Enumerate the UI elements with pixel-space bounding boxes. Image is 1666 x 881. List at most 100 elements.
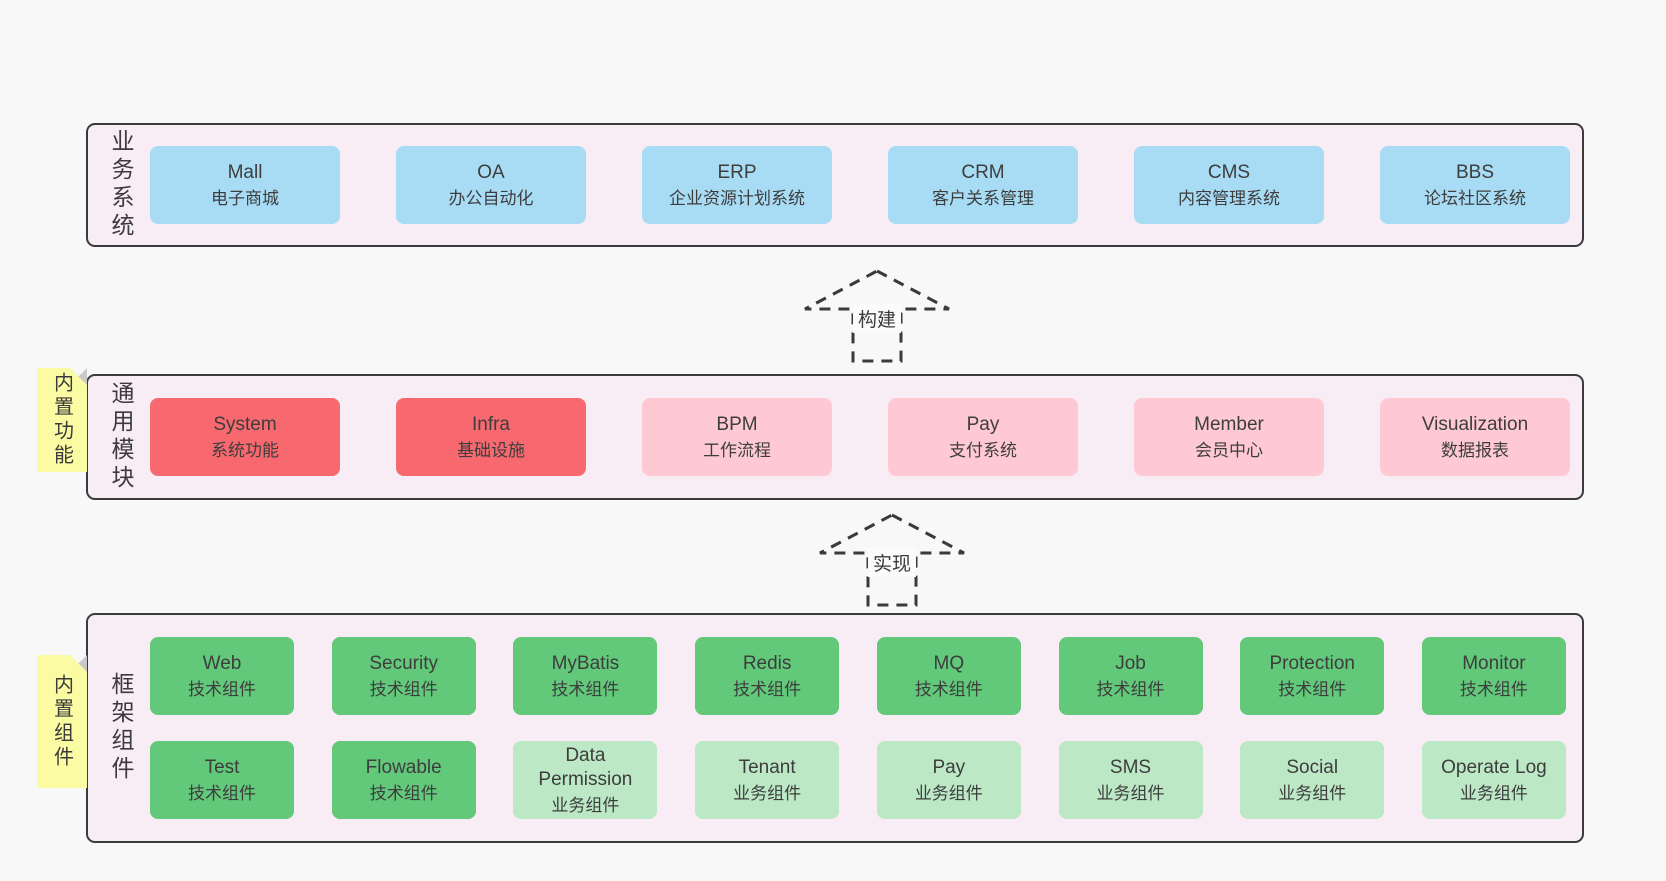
box-security: Security 技术组件 bbox=[331, 637, 476, 715]
box-job-name: Job bbox=[1115, 653, 1146, 674]
box-web: Web 技术组件 bbox=[150, 637, 294, 715]
box-social-name: Social bbox=[1286, 757, 1339, 778]
box-oa: OA 办公自动化 bbox=[396, 146, 586, 224]
box-system-name: System bbox=[213, 414, 277, 435]
box-mall-desc: 电子商城 bbox=[211, 188, 279, 208]
box-mq-desc: 技术组件 bbox=[914, 679, 983, 699]
arrow-implement-label: 实现 bbox=[867, 548, 917, 577]
box-crm-name: CRM bbox=[961, 162, 1005, 183]
box-operate-log: Operate Log 业务组件 bbox=[1421, 741, 1566, 819]
box-web-desc: 技术组件 bbox=[188, 679, 256, 699]
box-crm: CRM 客户关系管理 bbox=[888, 146, 1078, 224]
box-test-desc: 技术组件 bbox=[188, 783, 256, 803]
box-operate-log-desc: 业务组件 bbox=[1459, 783, 1528, 803]
box-sms-desc: 业务组件 bbox=[1096, 783, 1165, 803]
box-erp-desc: 企业资源计划系统 bbox=[669, 188, 805, 208]
box-tenant-desc: 业务组件 bbox=[733, 783, 802, 803]
box-bbs-desc: 论坛社区系统 bbox=[1424, 188, 1526, 208]
box-pay-business-name: Pay bbox=[932, 757, 966, 778]
box-mq: MQ 技术组件 bbox=[876, 637, 1021, 715]
box-operate-log-name: Operate Log bbox=[1441, 757, 1547, 778]
band-label-framework-components: 框架组件 bbox=[108, 672, 134, 784]
box-erp-name: ERP bbox=[717, 162, 757, 183]
box-bbs-name: BBS bbox=[1455, 162, 1495, 183]
box-oa-desc: 办公自动化 bbox=[448, 188, 534, 208]
box-monitor-name: Monitor bbox=[1462, 653, 1526, 674]
box-system-desc: 系统功能 bbox=[211, 440, 279, 460]
box-data-permission-name: Data Permission bbox=[538, 745, 633, 790]
box-protection: Protection 技术组件 bbox=[1240, 637, 1385, 715]
box-bpm: BPM 工作流程 bbox=[642, 398, 832, 476]
box-security-desc: 技术组件 bbox=[369, 679, 438, 699]
box-cms-desc: 内容管理系统 bbox=[1178, 188, 1280, 208]
box-monitor: Monitor 技术组件 bbox=[1421, 637, 1566, 715]
box-test: Test 技术组件 bbox=[150, 741, 294, 819]
box-sms-name: SMS bbox=[1109, 757, 1152, 778]
box-job: Job 技术组件 bbox=[1058, 637, 1203, 715]
arrow-implement: 实现 bbox=[817, 512, 967, 608]
band-label-business-systems: 业务系统 bbox=[108, 129, 134, 241]
box-tenant-name: Tenant bbox=[738, 757, 796, 778]
box-data-permission: Data Permission 业务组件 bbox=[513, 741, 658, 819]
arrow-build-label: 构建 bbox=[852, 304, 902, 333]
box-infra-name: Infra bbox=[471, 414, 511, 435]
box-mybatis: MyBatis 技术组件 bbox=[513, 637, 658, 715]
box-pay-name: Pay bbox=[966, 414, 1000, 435]
band-common-modules: 通用模块 System 系统功能 Infra 基础设施 BPM 工作流程 Pay… bbox=[86, 374, 1584, 500]
box-pay-business-desc: 业务组件 bbox=[914, 783, 983, 803]
framework-components-row-1: Web 技术组件 Security 技术组件 MyBatis 技术组件 Redi… bbox=[150, 637, 1566, 715]
box-mq-name: MQ bbox=[933, 653, 965, 674]
box-member: Member 会员中心 bbox=[1134, 398, 1324, 476]
box-crm-desc: 客户关系管理 bbox=[932, 188, 1034, 208]
box-protection-name: Protection bbox=[1269, 653, 1355, 674]
arrow-build: 构建 bbox=[802, 268, 952, 364]
box-bpm-desc: 工作流程 bbox=[703, 440, 771, 460]
box-bpm-name: BPM bbox=[716, 414, 758, 435]
band-framework-components: 框架组件 Web 技术组件 Security 技术组件 MyBatis 技术组件… bbox=[86, 613, 1584, 843]
box-member-desc: 会员中心 bbox=[1195, 440, 1263, 460]
common-modules-boxes: System 系统功能 Infra 基础设施 BPM 工作流程 Pay 支付系统… bbox=[150, 376, 1570, 498]
box-sms: SMS 业务组件 bbox=[1058, 741, 1203, 819]
box-cms: CMS 内容管理系统 bbox=[1134, 146, 1324, 224]
box-flowable-name: Flowable bbox=[365, 757, 442, 778]
box-bbs: BBS 论坛社区系统 bbox=[1380, 146, 1570, 224]
box-redis-name: Redis bbox=[742, 653, 792, 674]
box-visualization-name: Visualization bbox=[1421, 414, 1529, 435]
box-mybatis-name: MyBatis bbox=[551, 653, 620, 674]
sticky-built-in-features-label: 内置功能 bbox=[50, 372, 73, 468]
box-visualization-desc: 数据报表 bbox=[1441, 440, 1509, 460]
box-flowable-desc: 技术组件 bbox=[369, 783, 438, 803]
box-security-name: Security bbox=[369, 653, 439, 674]
business-systems-boxes: Mall 电子商城 OA 办公自动化 ERP 企业资源计划系统 CRM 客户关系… bbox=[150, 125, 1570, 245]
box-cms-name: CMS bbox=[1207, 162, 1251, 183]
box-job-desc: 技术组件 bbox=[1096, 679, 1165, 699]
box-tenant: Tenant 业务组件 bbox=[695, 741, 840, 819]
box-infra: Infra 基础设施 bbox=[396, 398, 586, 476]
box-redis-desc: 技术组件 bbox=[733, 679, 802, 699]
sticky-built-in-features: 内置功能 bbox=[37, 368, 87, 472]
box-social-desc: 业务组件 bbox=[1278, 783, 1347, 803]
box-system: System 系统功能 bbox=[150, 398, 340, 476]
box-mybatis-desc: 技术组件 bbox=[551, 679, 620, 699]
box-pay-desc: 支付系统 bbox=[949, 440, 1017, 460]
box-infra-desc: 基础设施 bbox=[457, 440, 525, 460]
sticky-built-in-components: 内置组件 bbox=[37, 655, 87, 788]
framework-components-rows: Web 技术组件 Security 技术组件 MyBatis 技术组件 Redi… bbox=[150, 615, 1566, 841]
framework-components-row-2: Test 技术组件 Flowable 技术组件 Data Permission … bbox=[150, 741, 1566, 819]
box-redis: Redis 技术组件 bbox=[695, 637, 840, 715]
box-visualization: Visualization 数据报表 bbox=[1380, 398, 1570, 476]
box-member-name: Member bbox=[1194, 414, 1264, 435]
box-monitor-desc: 技术组件 bbox=[1459, 679, 1528, 699]
box-pay-business: Pay 业务组件 bbox=[876, 741, 1021, 819]
box-data-permission-desc: 业务组件 bbox=[551, 795, 620, 815]
box-test-name: Test bbox=[204, 757, 240, 778]
box-erp: ERP 企业资源计划系统 bbox=[642, 146, 832, 224]
band-label-common-modules: 通用模块 bbox=[108, 381, 134, 493]
box-mall: Mall 电子商城 bbox=[150, 146, 340, 224]
box-social: Social 业务组件 bbox=[1240, 741, 1385, 819]
box-protection-desc: 技术组件 bbox=[1278, 679, 1347, 699]
box-flowable: Flowable 技术组件 bbox=[331, 741, 476, 819]
box-pay: Pay 支付系统 bbox=[888, 398, 1078, 476]
sticky-built-in-components-label: 内置组件 bbox=[50, 673, 73, 770]
band-business-systems: 业务系统 Mall 电子商城 OA 办公自动化 ERP 企业资源计划系统 CRM… bbox=[86, 123, 1584, 247]
